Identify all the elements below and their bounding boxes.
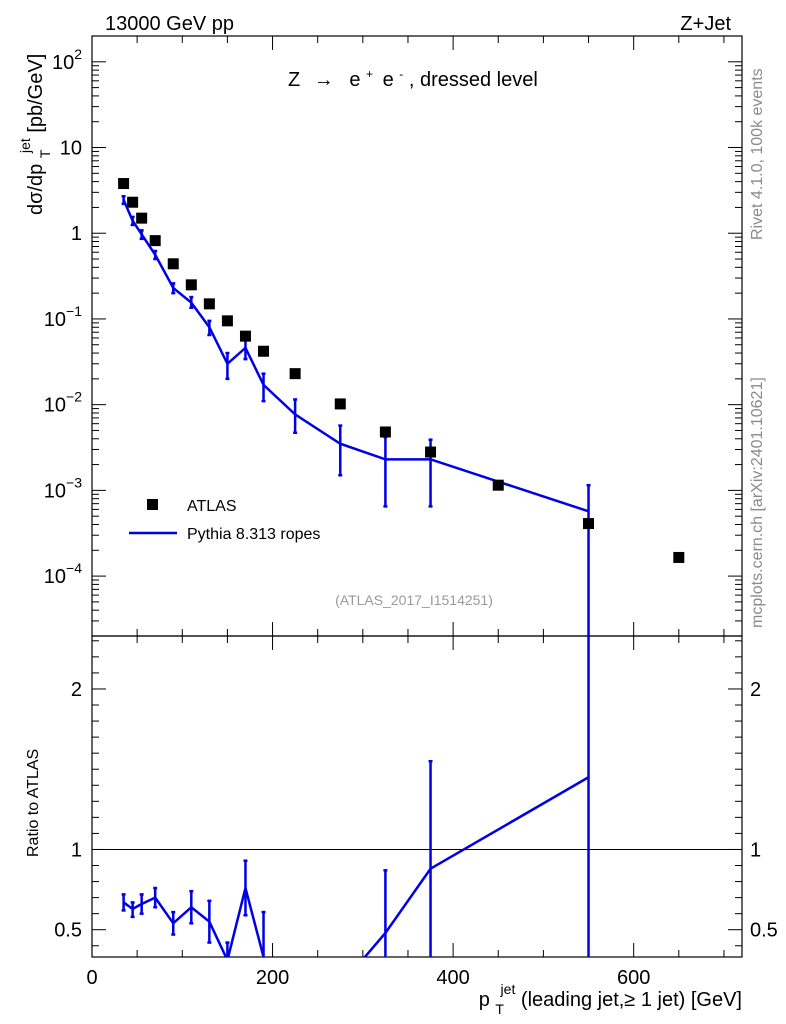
title-e-minus: e (383, 69, 394, 91)
main-panel-frame (91, 35, 743, 637)
xlabel-sub: T (495, 1001, 504, 1017)
ratio-y-tick-label-right: 0.5 (750, 920, 778, 942)
tick-base: 10 (44, 309, 66, 331)
legend-pythia-label: Pythia 8.313 ropes (187, 526, 320, 543)
atlas-data-point (185, 279, 197, 291)
x-tick-label: 400 (436, 967, 469, 989)
tick-base: 10 (60, 138, 82, 160)
x-tick-label: 200 (256, 967, 289, 989)
atlas-data-point (167, 258, 179, 270)
main-title: Z → e + e - , dressed level (288, 61, 538, 91)
ratio-panel-frame (91, 635, 743, 958)
atlas-series-main (118, 178, 685, 563)
atlas-data-point (673, 551, 685, 563)
main-y-tick-label: 1 (71, 223, 82, 245)
mc-series-ratio (121, 636, 590, 957)
header-process-label: Z+Jet (680, 13, 731, 35)
ylabel-sub: T (37, 149, 53, 158)
main-y-tick-label: 10−3 (44, 474, 82, 502)
main-axis-ticks (91, 35, 742, 637)
ratio-y-tick-label-right: 1 (750, 839, 761, 861)
ylabel-unit: [pb/GeV] (25, 54, 47, 133)
tick-exponent: 2 (74, 46, 82, 62)
atlas-data-point (334, 398, 346, 410)
title-z: Z (288, 69, 300, 91)
atlas-data-point (239, 330, 251, 342)
ratio-y-tick-label-right: 2 (750, 679, 761, 701)
main-y-tick-label: 10−2 (44, 389, 82, 417)
x-tick-labels: 0 200 400 600 (86, 967, 650, 989)
atlas-data-point (136, 212, 148, 224)
main-y-tick-label: 10 (60, 138, 82, 160)
ratio-y-axis-label: Ratio to ATLAS (25, 749, 42, 857)
title-arrow: → (314, 69, 334, 91)
ylabel-main: dσ/dp (25, 164, 47, 215)
x-tick-label: 600 (617, 967, 650, 989)
mcplots-label: mcplots.cern.ch [arXiv:2401.10621] (749, 377, 766, 628)
mc-ratio-line (122, 776, 590, 957)
main-y-axis-label: dσ/dp T jet [pb/GeV] (13, 54, 55, 215)
tick-base: 10 (52, 52, 74, 74)
main-y-tick-label: 10−1 (44, 303, 82, 331)
ylabel-sup: jet (17, 138, 33, 154)
mc-series-main (121, 195, 591, 636)
title-e-minus-sup: - (399, 67, 403, 81)
main-y-tick-label: 102 (52, 46, 82, 74)
ratio-y-tick-label-left: 1 (71, 839, 82, 861)
ratio-y-tick-label-left: 0.5 (54, 920, 82, 942)
tick-base: 10 (44, 566, 66, 588)
mc-main-line (122, 199, 589, 513)
atlas-data-point (379, 426, 391, 438)
tick-exponent: −2 (66, 389, 82, 405)
x-tick-label: 0 (86, 967, 97, 989)
tick-base: 1 (71, 223, 82, 245)
atlas-data-point (221, 315, 233, 327)
title-e-plus: e (349, 69, 360, 91)
x-axis-label: p T jet (leading jet,≥ 1 jet) [GeV] (479, 977, 742, 1019)
tick-base: 10 (44, 480, 66, 502)
legend-atlas-marker (147, 499, 158, 510)
title-e-plus-sup: + (366, 67, 373, 81)
tick-base: 10 (44, 395, 66, 417)
rivet-version-label: Rivet 4.1.0, 100k events (749, 68, 766, 240)
atlas-data-point (583, 518, 595, 530)
atlas-data-point (203, 298, 215, 310)
tick-exponent: −3 (66, 474, 82, 490)
tick-exponent: −1 (66, 303, 82, 319)
xlabel-rest: (leading jet,≥ 1 jet) [GeV] (521, 989, 742, 1011)
title-rest: , dressed level (409, 69, 538, 91)
atlas-data-point (289, 368, 301, 380)
tick-exponent: −4 (66, 560, 82, 576)
atlas-data-point (258, 345, 270, 357)
ratio-y-tick-labels: 0.5 0.5 1 1 2 2 (54, 679, 778, 942)
xlabel-sup: jet (500, 981, 516, 997)
xlabel-p: p (479, 989, 490, 1011)
ratio-y-tick-label-left: 2 (71, 679, 82, 701)
atlas-data-point (425, 446, 437, 458)
atlas-data-point (127, 196, 139, 208)
analysis-reference: (ATLAS_2017_I1514251) (335, 592, 493, 608)
main-y-tick-label: 10−4 (44, 560, 82, 588)
atlas-data-point (118, 178, 130, 190)
header-beam-label: 13000 GeV pp (105, 13, 234, 35)
atlas-data-point (149, 235, 161, 247)
legend-atlas-label: ATLAS (187, 498, 237, 515)
atlas-data-point (492, 479, 504, 491)
